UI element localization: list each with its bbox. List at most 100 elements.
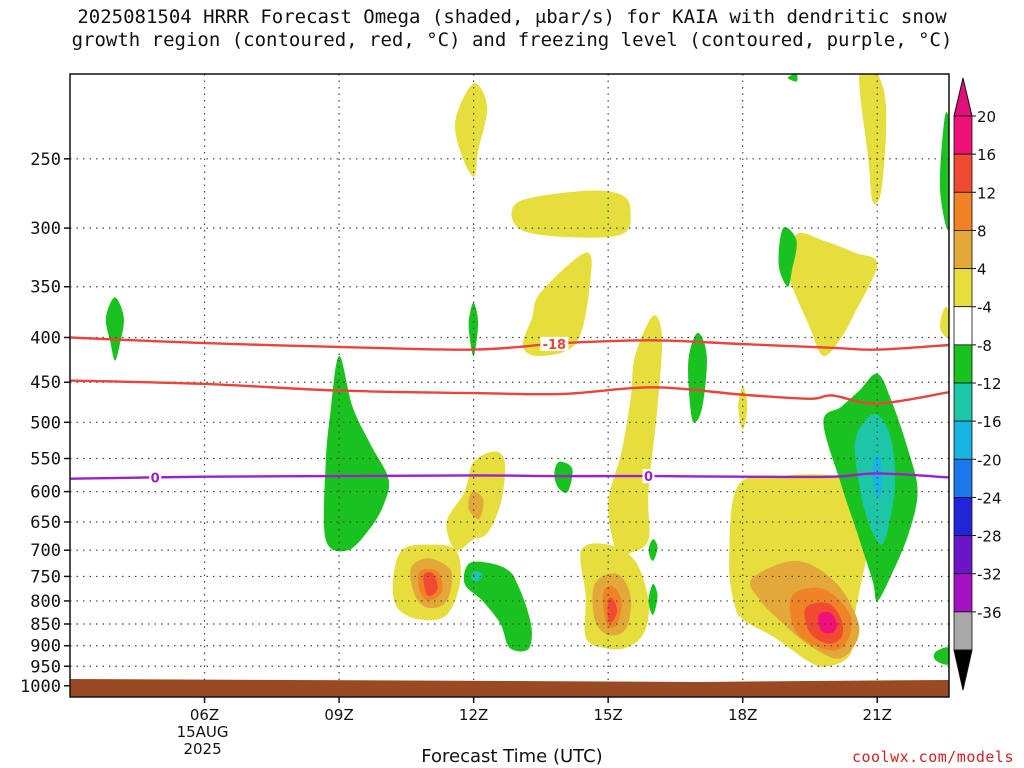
y-tick-label: 850: [30, 615, 61, 635]
omega-shading: [105, 74, 949, 667]
x-tick-label: 09Z: [324, 706, 353, 724]
colorbar-tick-label: -12: [977, 375, 1002, 393]
y-tick-label: 400: [30, 328, 61, 348]
contour-label: 0: [644, 470, 653, 485]
ground-fill: [70, 678, 949, 697]
omega-shaded-region: [939, 306, 949, 339]
colorbar-tick-label: -32: [977, 566, 1002, 584]
omega-shaded-region: [608, 315, 663, 558]
y-tick-label: 350: [30, 278, 61, 298]
y-tick-label: 500: [30, 413, 61, 433]
omega-shaded-region: [778, 227, 797, 287]
temperature-contours: -18 0 0: [70, 336, 949, 486]
omega-shaded-region: [468, 302, 479, 357]
omega-shaded-region: [105, 297, 124, 361]
omega-shaded-region: [688, 332, 707, 423]
chart-title-line2: growth region (contoured, red, °C) and f…: [71, 29, 953, 51]
colorbar-bin: [953, 458, 973, 498]
contour-label-bg: [149, 470, 162, 485]
y-tick-label: 1000: [20, 677, 61, 697]
colorbar-bin: [953, 306, 973, 346]
x-tick-sublabel: 15AUG: [177, 723, 229, 741]
chart-title-line1: 2025081504 HRRR Forecast Omega (shaded, …: [77, 6, 947, 28]
colorbar-tick-label: 16: [977, 146, 996, 164]
omega-shaded-region: [511, 190, 631, 238]
omega-shaded-region: [648, 583, 658, 615]
y-tick-label: 750: [30, 567, 61, 587]
y-tick-label: 800: [30, 592, 61, 612]
x-tick-label: 15Z: [593, 706, 622, 724]
colorbar-bottom-arrow: [953, 649, 973, 691]
omega-shaded-region: [454, 83, 488, 177]
x-tick-label: 18Z: [728, 706, 757, 724]
omega-shaded-region: [468, 491, 484, 520]
contour-label-bg: [540, 336, 569, 351]
y-tick-label: 550: [30, 450, 61, 470]
omega-shaded-region: [872, 455, 883, 499]
y-tick-label: 300: [30, 219, 61, 239]
omega-shaded-region: [818, 611, 837, 634]
y-tick-label: 950: [30, 657, 61, 677]
contour-dendritic-lower: [70, 379, 949, 405]
colorbar-bin: [953, 115, 973, 155]
plot-frame: [69, 73, 950, 698]
x-tick-sublabel: 2025: [183, 740, 221, 758]
axes: 2503003504004505005506006507007508008509…: [20, 73, 950, 758]
omega-shaded-region: [933, 647, 949, 665]
colorbar-bin: [953, 153, 973, 193]
x-tick-label: 06Z: [190, 706, 219, 724]
site-credit[interactable]: coolwx.com/models: [851, 748, 1014, 766]
contour-freezing-level: [70, 472, 949, 480]
contour-label-bg: [642, 469, 655, 484]
ground-layer: [70, 678, 949, 697]
colorbar-bin: [953, 344, 973, 384]
omega-shaded-region: [738, 386, 748, 430]
colorbar-tick-label: -20: [977, 451, 1002, 469]
omega-shaded-region: [554, 461, 573, 493]
y-tick-label: 450: [30, 373, 61, 393]
x-tick-label: 21Z: [863, 706, 892, 724]
omega-shaded-region: [787, 74, 798, 82]
omega-shaded-region: [859, 74, 887, 204]
y-tick-label: 250: [30, 150, 61, 170]
x-axis-label: Forecast Time (UTC): [421, 746, 603, 767]
y-tick-label: 700: [30, 541, 61, 561]
colorbar-tick-label: 20: [977, 108, 996, 126]
omega-shaded-region: [939, 112, 949, 231]
colorbar-bin: [953, 230, 973, 269]
colorbar-tick-label: -24: [977, 489, 1002, 507]
colorbar-tick-label: -28: [977, 528, 1002, 546]
colorbar-bin: [953, 420, 973, 460]
colorbar: 20 16 12 8 4 -4 -8 -12 -16 -20 -24 -28 -32 -36: [953, 77, 1002, 691]
y-tick-label: 650: [30, 513, 61, 533]
colorbar-tick-label: 4: [977, 261, 987, 279]
colorbar-tick-label: -16: [977, 413, 1002, 431]
colorbar-tick-label: 8: [977, 222, 987, 240]
colorbar-bin: [953, 268, 973, 308]
colorbar-bin: [953, 497, 973, 536]
colorbar-bin: [953, 573, 973, 613]
chart-title: 2025081504 HRRR Forecast Omega (shaded, …: [0, 6, 1024, 52]
colorbar-tick-label: -8: [977, 337, 992, 355]
omega-shaded-region: [423, 572, 438, 597]
colorbar-bin: [953, 535, 973, 575]
colorbar-tick-label: -36: [977, 604, 1002, 622]
colorbar-bin: [953, 191, 973, 231]
y-tick-label: 900: [30, 637, 61, 657]
x-tick-label: 12Z: [459, 706, 488, 724]
omega-shaded-region: [522, 252, 592, 357]
omega-shaded-region: [648, 539, 658, 561]
omega-shaded-region: [323, 355, 390, 552]
omega-shaded-region: [607, 597, 618, 623]
contour-label: -18: [543, 338, 567, 353]
omega-shaded-region: [471, 571, 483, 582]
omega-shaded-region: [787, 232, 878, 357]
y-tick-label: 600: [30, 483, 61, 503]
contour-label: 0: [151, 471, 160, 486]
colorbar-tick-label: 12: [977, 184, 996, 202]
colorbar-tick-label: -4: [977, 299, 992, 317]
colorbar-bin: [953, 611, 973, 651]
colorbar-top-arrow: [953, 77, 973, 117]
colorbar-bin: [953, 382, 973, 422]
